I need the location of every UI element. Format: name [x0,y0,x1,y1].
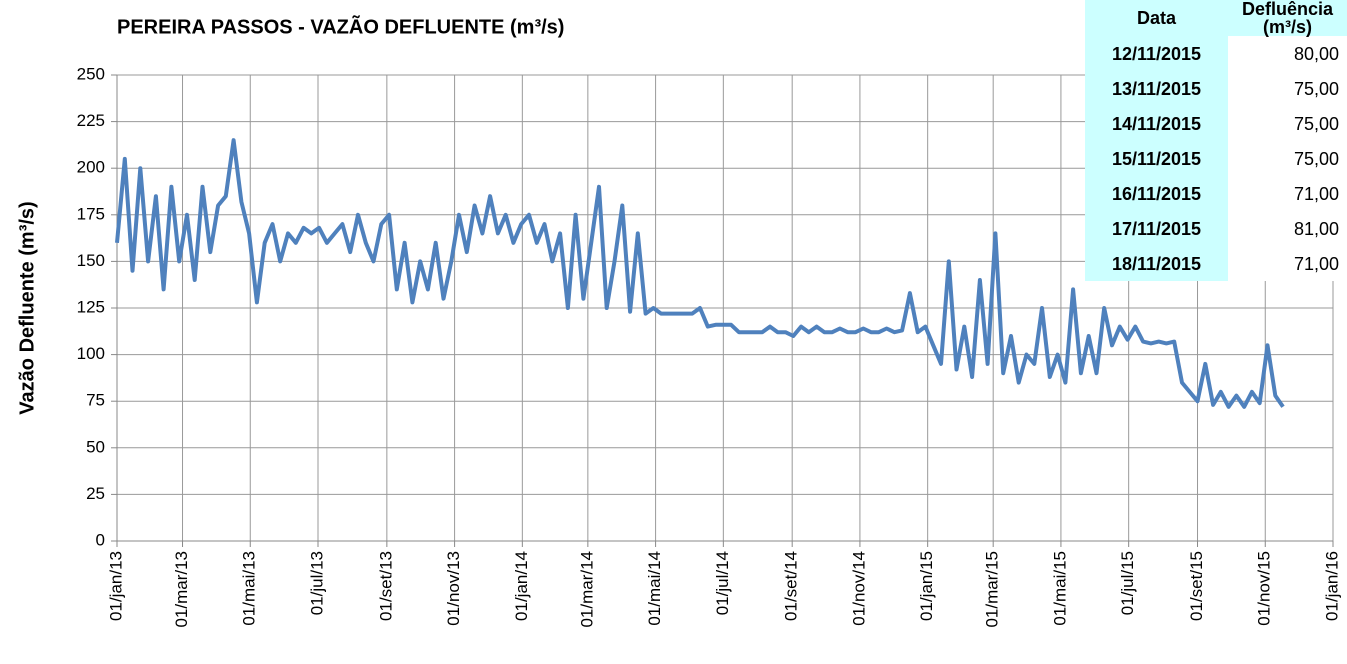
table-cell: 13/11/2015 [1085,71,1228,106]
y-tick-label: 125 [77,297,105,316]
y-tick-label: 150 [77,251,105,270]
table-row: 15/11/2015 75,00 [1085,141,1347,176]
table-cell: 18/11/2015 [1085,246,1228,281]
x-tick-label: 01/jan/15 [917,551,936,621]
table-cell: 17/11/2015 [1085,211,1228,246]
line-series [115,138,1285,409]
x-tick-label: 01/mar/15 [983,551,1002,628]
x-tick-label: 01/jan/14 [512,551,531,621]
table-cell: 71,00 [1228,176,1347,211]
x-tick-label: 01/nov/14 [849,551,868,626]
data-table: Data Defluência (m³/s) 12/11/2015 80,00 13/1… [1085,0,1347,281]
table-header: Defluência (m³/s) [1228,0,1347,36]
x-tick-label: 01/jul/15 [1118,551,1137,615]
x-tick-label: 01/mai/13 [240,551,259,626]
table-row: 14/11/2015 75,00 [1085,106,1347,141]
x-tick-label: 01/jul/14 [713,551,732,615]
table-cell: 16/11/2015 [1085,176,1228,211]
table-cell: 14/11/2015 [1085,106,1228,141]
x-tick-label: 01/jan/13 [106,551,125,621]
y-tick-label: 225 [77,111,105,130]
y-tick-label: 0 [96,530,105,549]
table-cell: 75,00 [1228,106,1347,141]
x-tick-label: 01/nov/13 [444,551,463,626]
y-tick-label: 50 [86,437,105,456]
x-tick-label: 01/mar/14 [577,551,596,628]
x-tick-label: 01/set/13 [376,551,395,621]
x-tick-label: 01/mai/15 [1050,551,1069,626]
x-tick-label: 01/set/14 [782,551,801,621]
chart-title: PEREIRA PASSOS - VAZÃO DEFLUENTE (m³/s) [117,15,564,38]
y-axis-label: Vazão Defluente (m³/s) [16,201,38,414]
y-tick-label: 25 [86,484,105,503]
y-tick-label: 200 [77,158,105,177]
x-tick-label: 01/set/15 [1187,551,1206,621]
table-cell: 12/11/2015 [1085,36,1228,71]
x-tick-label: 01/nov/15 [1255,551,1274,626]
table-cell: 80,00 [1228,36,1347,71]
table-cell: 71,00 [1228,246,1347,281]
x-tick-label: 01/jan/16 [1322,551,1341,621]
table-row: 12/11/2015 80,00 [1085,36,1347,71]
y-tick-label: 175 [77,204,105,223]
table-header: Data [1085,0,1228,36]
table-cell: 81,00 [1228,211,1347,246]
table-row: 13/11/2015 75,00 [1085,71,1347,106]
table-row: 18/11/2015 71,00 [1085,246,1347,281]
table-row: 16/11/2015 71,00 [1085,176,1347,211]
table-cell: 15/11/2015 [1085,141,1228,176]
table-cell: 75,00 [1228,71,1347,106]
x-tick-label: 01/jul/13 [307,551,326,615]
table-row: 17/11/2015 81,00 [1085,211,1347,246]
table-header-row: Data Defluência (m³/s) [1085,0,1347,36]
y-tick-label: 75 [86,391,105,410]
table-cell: 75,00 [1228,141,1347,176]
x-tick-label: 01/mar/13 [172,551,191,628]
x-tick-label: 01/mai/14 [645,551,664,626]
y-tick-label: 100 [77,344,105,363]
y-tick-label: 250 [77,64,105,83]
